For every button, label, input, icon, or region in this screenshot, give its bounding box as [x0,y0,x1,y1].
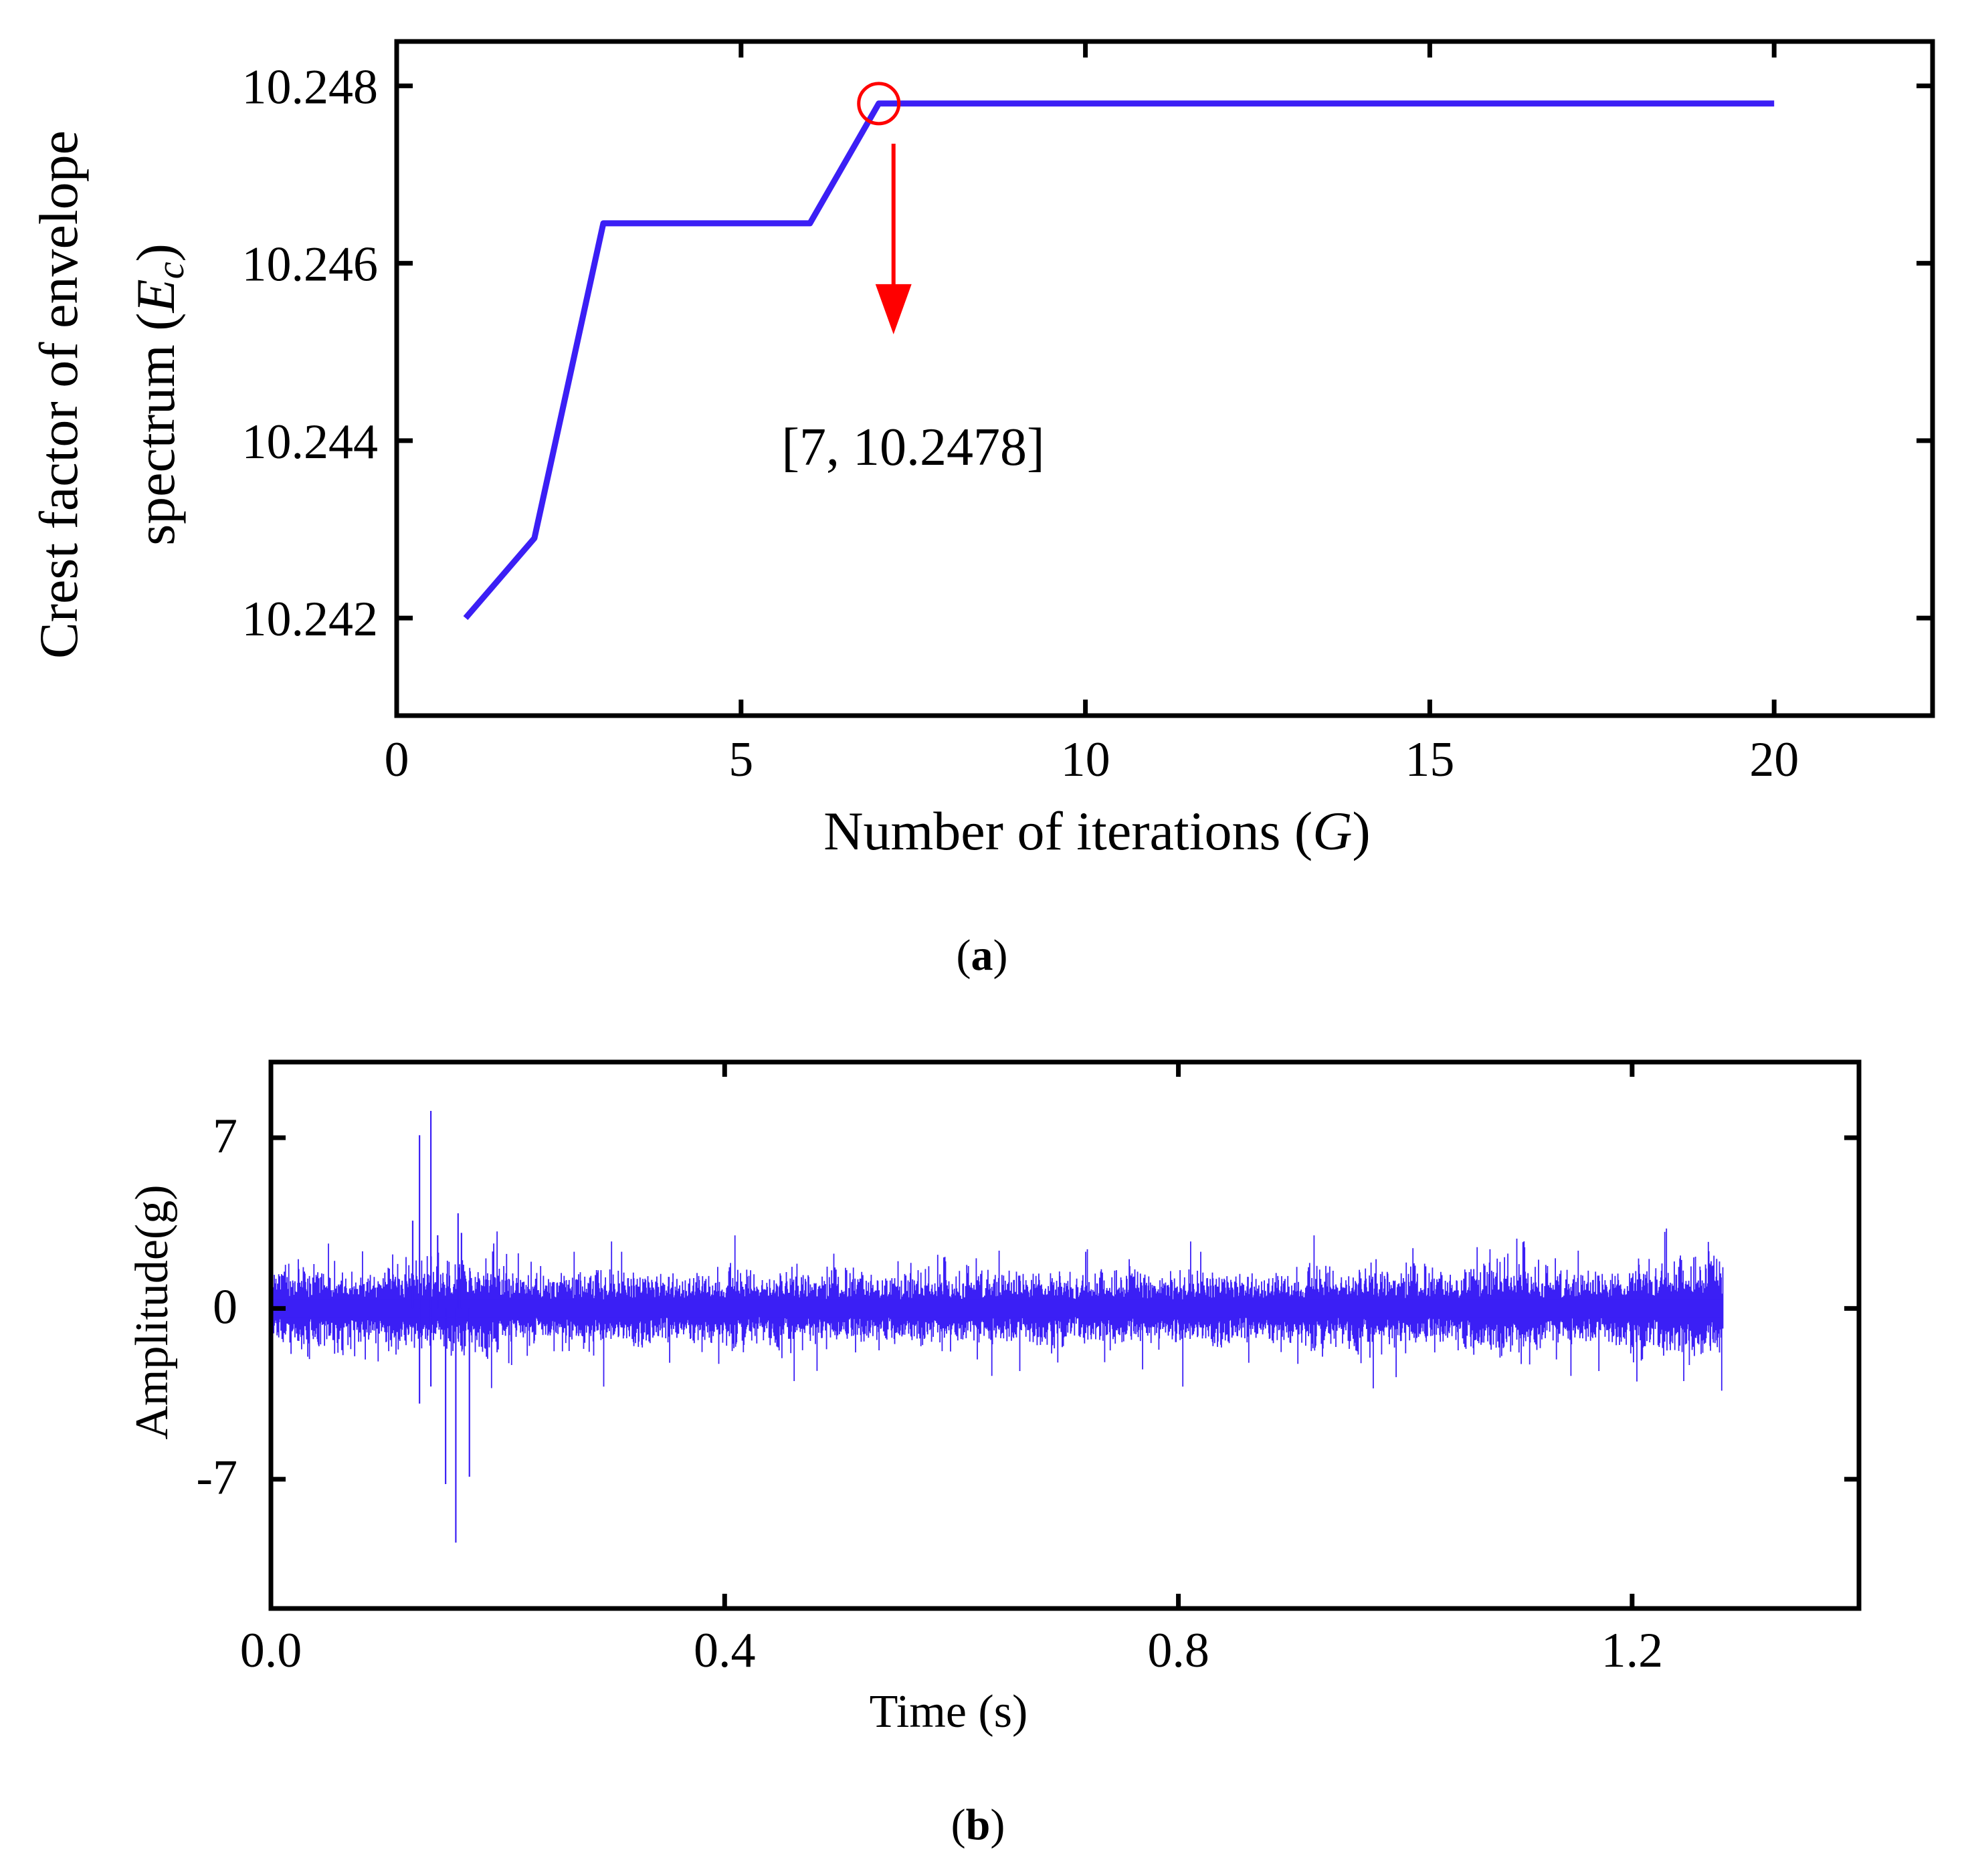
y-title-line2-suffix: ) [125,243,186,262]
y-tick-label: 0 [213,1279,237,1334]
panel-a-y-axis-title-line2: spectrum (Ec) [125,243,192,546]
panel-b-ticks: 0.0 0.4 0.8 1.2 -7 0 7 [196,1062,1859,1678]
optimum-annotation: [7, 10.2478] [781,418,1044,477]
y-tick-label: 7 [213,1109,237,1164]
y-tick-label: 10.242 [242,592,379,647]
y-tick-label: -7 [196,1451,237,1505]
panel-a: 0 5 10 15 20 10.242 10.244 10.246 10.248 [7, 10.… [28,39,1935,980]
panel-a-axes-frame [394,39,1935,718]
x-tick-label: 5 [728,732,753,787]
x-title-symbol: G [1312,801,1352,861]
panel-b: 0.0 0.4 0.8 1.2 -7 0 7 Time (s) Amplitude(g) (… [126,1059,1862,1849]
x-tick-label: 0.0 [240,1623,302,1678]
panel-a-y-axis-title: Crest factor of envelope [28,130,89,659]
x-tick-label: 0 [385,732,409,787]
y-tick-label: 10.248 [242,60,379,114]
panel-a-x-axis-title: Number of iterations (G) [823,801,1370,861]
annotation-arrow-head [875,284,912,334]
x-title-suffix: ) [1352,801,1370,861]
panel-b-label: (b) [951,1800,1005,1849]
optimum-marker [857,82,901,126]
y-title-line2-prefix: spectrum ( [125,312,186,545]
panel-a-label: (a) [957,931,1008,980]
y-title-line1: Crest factor of envelope [28,130,89,659]
y-tick-label: 10.246 [242,237,379,292]
y-title-line2-symbol: E [125,279,186,313]
panel-b-y-axis-title-wrap: Amplitude(g) [126,1184,178,1439]
panel-b-marks [270,1110,1724,1543]
x-tick-label: 15 [1405,732,1454,787]
y-title-line2-subscript: c [149,262,192,279]
panel-a-letter: a [971,931,993,980]
x-tick-label: 0.8 [1147,1623,1209,1678]
x-tick-label: 0.4 [694,1623,756,1678]
x-tick-label: 20 [1749,732,1799,787]
y-tick-label: 10.244 [242,415,379,470]
panel-a-ticks: 0 5 10 15 20 10.242 10.244 10.246 10.248 [242,41,1933,787]
x-tick-label: 1.2 [1601,1623,1664,1678]
panel-a-marks [463,100,1775,621]
y-title-line2: spectrum (Ec) [125,243,192,546]
panel-b-y-axis-title: Amplitude(g) [126,1184,178,1439]
panel-b-x-axis-title: Time (s) [870,1686,1028,1738]
series-line-ec [463,100,1775,621]
x-title-prefix: Number of iterations ( [823,801,1312,861]
panel-b-axes-frame [268,1059,1862,1611]
panel-b-letter: b [966,1800,991,1849]
x-tick-label: 10 [1061,732,1110,787]
